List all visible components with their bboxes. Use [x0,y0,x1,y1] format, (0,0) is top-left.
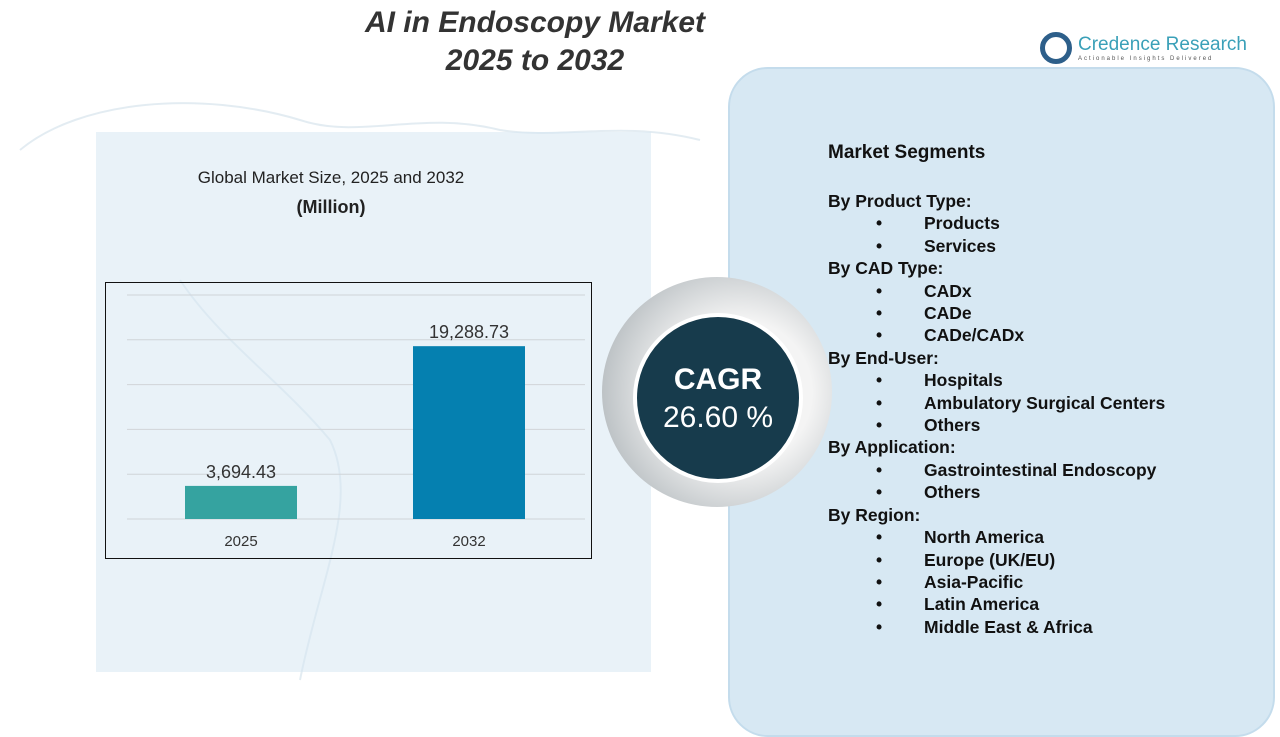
bullet-icon: • [876,594,883,615]
segment-item: • North America [828,526,1165,548]
segment-item-label: CADe [924,303,972,324]
segment-category: By Product Type: [828,191,972,211]
bullet-icon: • [876,527,883,548]
x-tick-label: 2025 [224,533,257,550]
segment-item: • Europe (UK/EU) [828,549,1165,571]
bullet-icon: • [876,392,883,413]
page-title: AI in Endoscopy Market 2025 to 2032 [300,4,770,80]
bullet-icon: • [876,280,883,301]
chart-frame [105,282,592,559]
bullet-icon: • [876,370,883,391]
segment-category: By Application: [828,437,956,458]
segment-item-label: Ambulatory Surgical Centers [924,392,1166,413]
chart-panel [96,132,651,672]
data-label: 19,288.73 [429,322,509,342]
bullet-icon: • [876,325,883,346]
segment-item: • Products [828,212,1165,234]
segment-item: • CADx [828,280,1165,302]
bar-chart: 3,694.43 2025 19,288.73 2032 [127,294,585,550]
cagr-value: 26.60 % [662,401,774,434]
segment-item-label: Middle East & Africa [924,616,1093,637]
segment-item-label: Services [924,235,997,256]
segment-item-label: Others [924,482,981,503]
chart-title: Global Market Size, 2025 and 2032 [197,168,465,187]
segment-category: By End-User: [828,347,939,368]
segment-item: • Gastrointestinal Endoscopy [828,459,1165,481]
segment-item: • Asia-Pacific [828,571,1165,593]
segments-heading: Market Segments [828,142,986,163]
logo-icon [1040,32,1072,64]
segment-item-label: CADe/CADx [924,325,1025,346]
segment-item-label: Asia-Pacific [924,571,1024,592]
segment-category: By CAD Type: [828,258,944,279]
chart-subtitle: (Million) [296,197,366,217]
bullet-icon: • [876,459,883,480]
segment-item: • Others [828,414,1165,436]
bullet-icon: • [876,616,883,637]
bullet-icon: • [876,235,883,256]
segment-item-label: North America [924,527,1044,548]
segment-item: • CADe [828,302,1165,324]
segment-item: • Others [828,481,1165,503]
logo: Credence Research Actionable Insights De… [1040,32,1247,64]
bullet-icon: • [876,213,883,234]
bullet-icon: • [876,482,883,503]
segment-item: • Hospitals [828,369,1165,391]
bullet-icon: • [876,549,883,570]
title-line-1: AI in Endoscopy Market [364,6,706,39]
data-label: 3,694.43 [206,462,276,482]
bar-2025 [185,485,297,519]
market-segments: Market Segments By Product Type: • Product… [828,142,1165,638]
cagr-label: CAGR [673,363,763,396]
segment-item: • CADe/CADx [828,324,1165,346]
x-tick-label: 2032 [452,533,485,550]
segment-item: • Services [828,235,1165,257]
bullet-icon: • [876,415,883,436]
cagr-badge: CAGR 26.60 % [633,313,803,483]
segment-item-label: CADx [924,280,972,301]
segment-item-label: Europe (UK/EU) [924,549,1056,570]
logo-tagline: Actionable Insights Delivered [1078,56,1214,62]
bullet-icon: • [876,303,883,324]
segment-item-label: Gastrointestinal Endoscopy [924,459,1157,480]
bar-2032 [413,346,525,519]
segment-item: • Middle East & Africa [828,616,1165,638]
bullet-icon: • [876,571,883,592]
segment-item-label: Hospitals [924,370,1003,391]
segment-item: • Ambulatory Surgical Centers [828,392,1165,414]
segment-category: By Region: [828,504,921,525]
segment-item-label: Products [924,213,1000,234]
segment-item: • Latin America [828,593,1165,615]
segment-item-label: Latin America [924,594,1040,615]
title-line-2: 2025 to 2032 [445,44,625,77]
segment-item-label: Others [924,415,981,436]
logo-name: Credence Research [1078,34,1247,55]
